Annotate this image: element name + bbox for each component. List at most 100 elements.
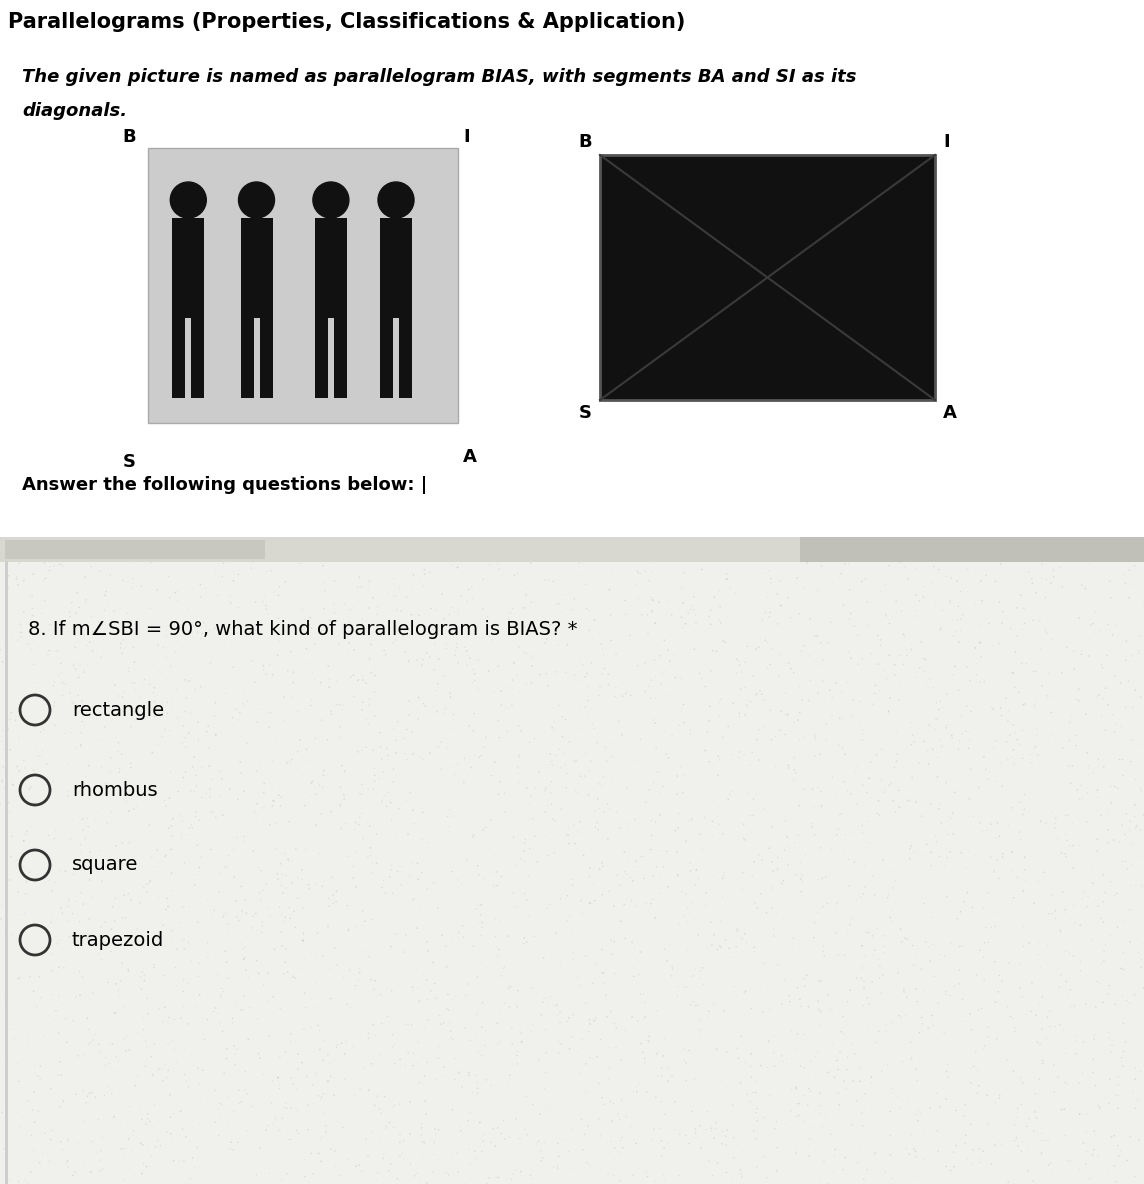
Point [959,883,977,902]
Point [580,620,598,639]
Point [705,1128,723,1147]
Point [929,993,947,1012]
Point [42,1080,61,1099]
Point [697,896,715,915]
Point [1123,731,1142,749]
Point [149,857,167,876]
Point [930,847,948,866]
Point [463,588,482,607]
Point [788,1107,807,1126]
Point [832,805,850,824]
Point [690,664,708,683]
Point [452,875,470,894]
Point [334,704,352,723]
Point [827,924,845,942]
Point [437,635,455,654]
Point [110,583,128,601]
Point [448,558,467,577]
Point [100,1054,118,1073]
Point [605,1015,623,1034]
Point [586,1011,604,1030]
Point [24,606,42,625]
Point [615,591,634,610]
Point [860,995,879,1014]
Point [141,691,159,710]
Point [659,877,677,896]
Point [246,593,264,612]
Point [772,702,791,721]
Point [358,710,376,729]
Point [9,575,27,594]
Point [968,965,986,984]
Point [1070,609,1088,628]
Point [132,1134,150,1153]
Point [526,826,545,845]
Point [532,1143,550,1162]
Point [197,579,215,598]
Point [0,870,18,889]
Point [890,675,908,694]
Point [778,1049,796,1068]
Point [948,909,967,928]
Point [881,908,899,927]
Point [488,1119,507,1138]
Text: I: I [943,133,950,152]
Point [122,579,141,598]
Point [898,929,916,948]
Point [556,1131,574,1150]
Point [780,759,799,778]
Point [992,754,1010,773]
Point [571,767,589,786]
Point [246,803,264,822]
Point [611,876,629,895]
Point [269,645,287,664]
Point [424,874,443,893]
Point [636,993,654,1012]
Point [47,927,65,946]
Point [474,1132,492,1151]
Point [693,719,712,738]
Point [111,638,129,657]
Point [47,642,65,661]
Point [712,938,730,957]
Point [792,869,810,888]
Point [880,886,898,905]
Point [299,1096,317,1115]
Point [716,1127,734,1146]
Point [800,1080,818,1099]
Point [525,915,543,934]
Point [332,1018,350,1037]
Point [804,1118,823,1137]
Point [971,572,990,591]
Point [1060,713,1079,732]
Point [682,854,700,873]
Point [514,742,532,761]
Point [108,1048,126,1067]
Point [756,1053,774,1072]
Point [578,1083,596,1102]
Point [545,1158,563,1177]
Point [710,937,729,955]
Point [380,1113,398,1132]
Point [272,876,291,895]
Point [472,1047,491,1066]
Point [857,924,875,942]
Point [257,562,276,581]
Point [590,677,609,696]
Point [731,680,749,699]
Point [582,654,601,673]
Point [923,1006,942,1025]
Point [384,586,403,605]
Point [345,918,364,937]
Point [677,831,696,850]
Point [235,951,253,970]
Point [871,969,889,987]
Point [277,879,295,897]
Point [119,662,137,681]
Point [32,604,50,623]
Point [135,1009,153,1028]
Point [794,970,812,989]
Point [134,1135,152,1154]
Point [714,869,732,888]
Point [47,1002,65,1021]
